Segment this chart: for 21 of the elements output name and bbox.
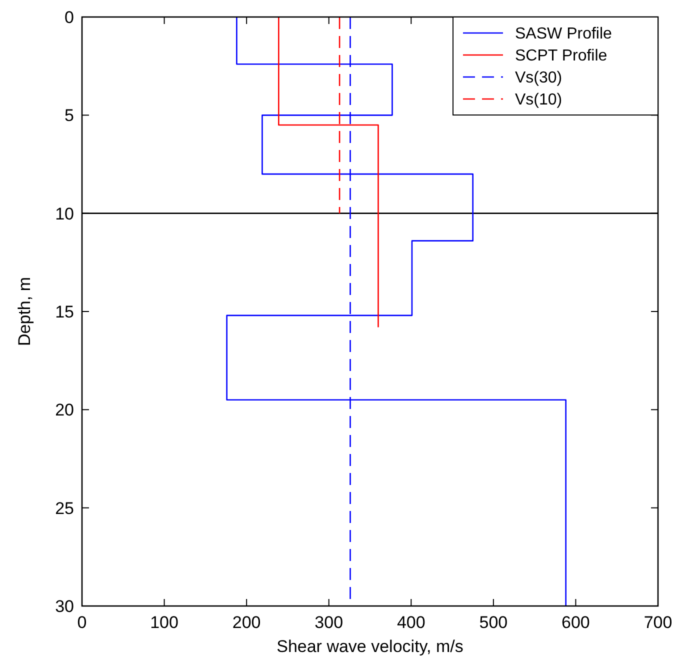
y-tick-label: 15: [55, 302, 74, 322]
x-tick-label: 200: [232, 613, 261, 632]
x-tick-label: 300: [314, 613, 344, 632]
y-tick-label: 20: [55, 400, 74, 420]
y-tick-label: 0: [64, 8, 74, 27]
x-tick-label: 0: [77, 613, 87, 632]
y-tick-label: 25: [55, 498, 74, 518]
x-tick-label: 500: [479, 613, 508, 632]
legend-label: SASW Profile: [515, 26, 612, 43]
x-tick-label: 100: [150, 613, 178, 632]
legend-label: Vs(10): [515, 92, 562, 109]
x-tick-label: 700: [644, 613, 672, 632]
x-tick-label: 600: [562, 613, 590, 632]
legend-label: Vs(30): [515, 70, 562, 87]
legend-label: SCPT Profile: [515, 48, 608, 65]
x-axis-title: Shear wave velocity, m/s: [276, 637, 464, 656]
x-tick-label: 400: [396, 613, 426, 632]
y-tick-label: 5: [64, 106, 74, 126]
y-tick-label: 30: [55, 596, 74, 616]
y-axis-title: Depth, m: [15, 277, 34, 346]
y-tick-label: 10: [55, 204, 74, 224]
